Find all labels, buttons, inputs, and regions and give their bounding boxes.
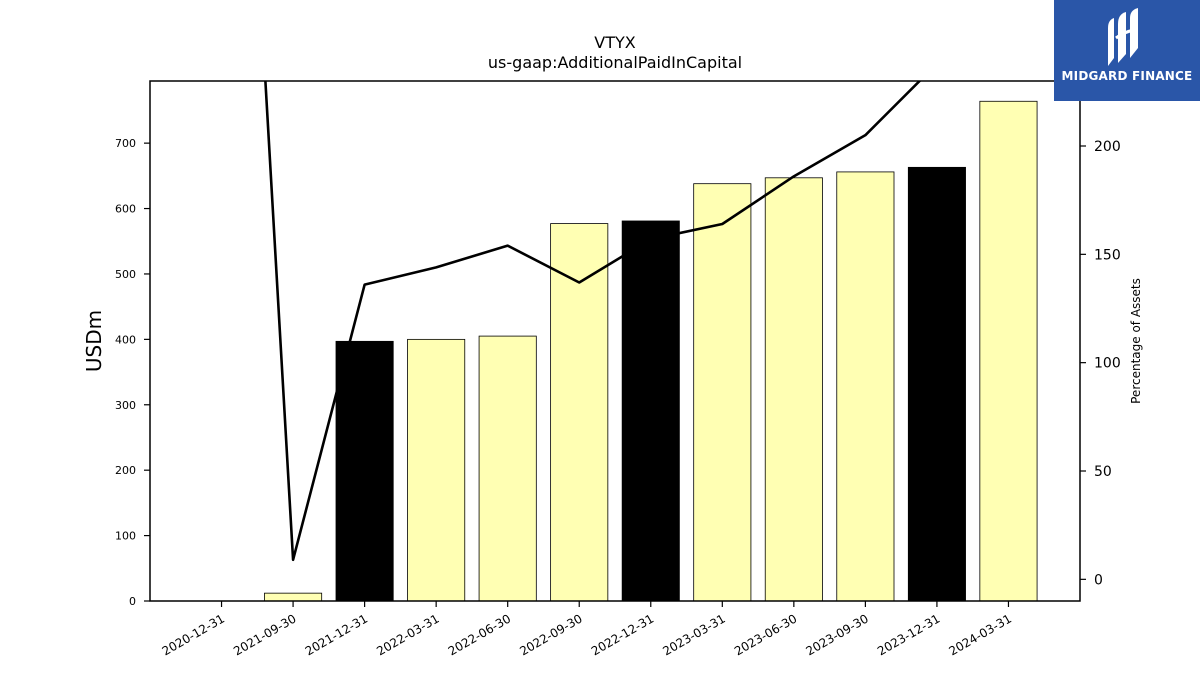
line-series — [264, 81, 922, 562]
y2-axis-label: Percentage of Assets — [1129, 278, 1143, 404]
y-tick-label: 600 — [115, 203, 136, 216]
y-tick-label: 0 — [129, 595, 136, 608]
x-tick-label: 2022-06-30 — [446, 611, 513, 658]
y-tick-label: 300 — [115, 399, 136, 412]
y-tick-label: 700 — [115, 137, 136, 150]
bar-2023-06-30 — [764, 177, 823, 602]
chart-title: VTYX — [594, 33, 635, 52]
y2-tick-label: 200 — [1094, 139, 1121, 155]
bar-2023-12-31 — [907, 166, 966, 602]
brand-logo: MIDGARD FINANCE — [1054, 0, 1200, 101]
x-tick-label: 2022-12-31 — [589, 611, 656, 658]
x-tick-label: 2022-09-30 — [517, 611, 584, 658]
bar-2024-03-31 — [979, 100, 1038, 602]
y-axis-left: 0 100 200 300 400 500 600 700 — [115, 137, 150, 608]
y-axis-label: USDm — [82, 310, 106, 372]
x-tick-label: 2023-06-30 — [732, 611, 799, 658]
x-tick-label: 2021-12-31 — [303, 611, 370, 658]
x-tick-label: 2022-03-31 — [374, 611, 441, 658]
x-tick-label: 2021-09-30 — [231, 611, 298, 658]
x-tick-label: 2024-03-31 — [947, 611, 1014, 658]
x-tick-label: 2023-03-31 — [660, 611, 727, 658]
y-tick-label: 100 — [115, 530, 136, 543]
bar-group — [264, 100, 1038, 602]
y2-tick-label: 150 — [1094, 247, 1121, 263]
brand-name: MIDGARD FINANCE — [1061, 69, 1193, 83]
bar-2021-12-31 — [335, 340, 394, 602]
y-tick-label: 200 — [115, 464, 136, 477]
y2-tick-label: 100 — [1094, 356, 1121, 372]
bar-2022-06-30 — [478, 335, 537, 602]
bar-2022-03-31 — [407, 338, 466, 602]
x-tick-label: 2020-12-31 — [160, 611, 227, 658]
y2-tick-label: 50 — [1094, 464, 1112, 480]
y-tick-label: 400 — [115, 333, 136, 346]
plot-frame — [149, 80, 1081, 602]
y2-tick-label: 0 — [1094, 572, 1103, 588]
midgard-logo-icon — [1108, 8, 1138, 66]
bar-2022-12-31 — [621, 220, 680, 602]
bar-2022-09-30 — [550, 223, 609, 602]
x-axis: 2020-12-31 2021-09-30 2021-12-31 2022-03-31… — [160, 601, 1014, 658]
bar-2021-09-30 — [264, 592, 323, 602]
bar-2023-03-31 — [693, 183, 752, 602]
bar-2023-09-30 — [836, 171, 895, 602]
y-tick-label: 500 — [115, 268, 136, 281]
x-tick-label: 2023-09-30 — [803, 611, 870, 658]
y-axis-right: 0 50 100 150 200 — [1080, 139, 1121, 588]
chart-subtitle: us-gaap:AdditionalPaidInCapital — [488, 53, 742, 72]
percentage-of-assets-line — [264, 81, 922, 562]
x-tick-label: 2023-12-31 — [875, 611, 942, 658]
